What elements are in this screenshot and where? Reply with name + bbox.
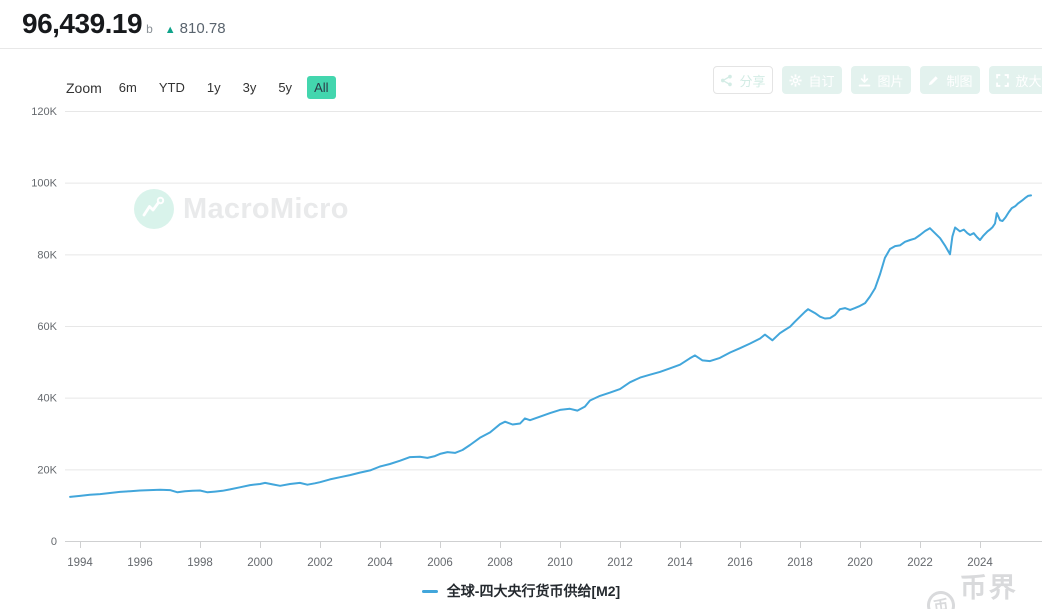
range-button-6m[interactable]: 6m bbox=[118, 80, 137, 95]
gear-icon bbox=[789, 73, 803, 87]
x-tick-label: 2002 bbox=[307, 557, 333, 569]
expand-icon bbox=[996, 73, 1010, 87]
action-toolbar: 分享 自订 图片 制图 放大 bbox=[713, 66, 1042, 94]
x-axis: 1994 1996 1998 2000 2002 2004 2006 2008 2010 2012… bbox=[65, 541, 1042, 569]
chart-legend[interactable]: 全球-四大央行货币供给[M2] bbox=[0, 581, 1042, 601]
share-button[interactable]: 分享 bbox=[713, 66, 773, 94]
gridlines bbox=[65, 111, 1042, 471]
y-tick-label: 40K bbox=[37, 393, 57, 405]
range-button-all[interactable]: All bbox=[307, 76, 336, 99]
action-button-label: 制图 bbox=[946, 73, 973, 89]
latest-value: 96,439.19 bbox=[22, 8, 143, 39]
action-button-label: 自订 bbox=[808, 73, 835, 89]
x-tick-label: 1994 bbox=[67, 557, 93, 569]
x-tick-label: 2018 bbox=[787, 557, 813, 569]
y-tick-label: 0 bbox=[51, 536, 57, 548]
range-button-5y[interactable]: 5y bbox=[278, 80, 293, 95]
pencil-icon bbox=[927, 74, 940, 87]
action-button-label: 图片 bbox=[877, 73, 904, 89]
x-tick-label: 2020 bbox=[847, 557, 873, 569]
up-arrow-icon: ▲ bbox=[164, 24, 176, 36]
x-tick-label: 2014 bbox=[667, 557, 693, 569]
x-tick-label: 2010 bbox=[547, 557, 573, 569]
y-tick-label: 80K bbox=[37, 249, 57, 261]
series-line-m2 bbox=[69, 194, 1032, 498]
y-axis-labels: 0 20K 40K 60K 80K 100K 120K bbox=[31, 106, 57, 548]
y-tick-label: 120K bbox=[31, 106, 57, 118]
x-tick-label: 2000 bbox=[247, 557, 273, 569]
chart-edit-button[interactable]: 制图 bbox=[920, 66, 980, 94]
action-button-label: 放大 bbox=[1015, 73, 1042, 89]
macromicro-watermark: MacroMicro bbox=[134, 189, 349, 229]
x-tick-label: 2008 bbox=[487, 557, 513, 569]
customize-button[interactable]: 自订 bbox=[782, 66, 842, 94]
range-buttons-group: 6m YTD 1y 3y 5y All bbox=[112, 76, 336, 99]
y-tick-label: 60K bbox=[37, 321, 57, 333]
range-toolbar: Zoom 6m YTD 1y 3y 5y All bbox=[66, 76, 336, 99]
macromicro-watermark-text: MacroMicro bbox=[183, 192, 349, 225]
x-tick-label: 2004 bbox=[367, 557, 393, 569]
y-tick-label: 100K bbox=[31, 178, 57, 190]
y-tick-label: 20K bbox=[37, 464, 57, 476]
macromicro-logo-icon bbox=[134, 189, 174, 229]
legend-line-marker bbox=[421, 589, 438, 593]
x-tick-label: 2012 bbox=[607, 557, 633, 569]
value-unit: b bbox=[146, 22, 153, 36]
x-tick-label: 2022 bbox=[907, 557, 933, 569]
range-button-1y[interactable]: 1y bbox=[206, 80, 221, 95]
x-tick-label: 2024 bbox=[967, 557, 993, 569]
zoom-label: Zoom bbox=[66, 79, 102, 96]
x-tick-label: 2016 bbox=[727, 557, 753, 569]
x-tick-label: 1996 bbox=[127, 557, 153, 569]
image-button[interactable]: 图片 bbox=[851, 66, 911, 94]
action-button-label: 分享 bbox=[739, 73, 766, 89]
change-value: 810.78 bbox=[179, 20, 226, 37]
zoom-in-button[interactable]: 放大 bbox=[989, 66, 1042, 94]
range-button-ytd[interactable]: YTD bbox=[158, 80, 185, 95]
share-icon bbox=[720, 74, 733, 87]
legend-label: 全球-四大央行货币供给[M2] bbox=[446, 583, 621, 599]
range-button-3y[interactable]: 3y bbox=[242, 80, 257, 95]
x-tick-label: 2006 bbox=[427, 557, 453, 569]
download-icon bbox=[858, 73, 871, 87]
x-tick-label: 1998 bbox=[187, 557, 213, 569]
quote-header: 96,439.19 b ▲ 810.78 bbox=[0, 0, 1042, 49]
